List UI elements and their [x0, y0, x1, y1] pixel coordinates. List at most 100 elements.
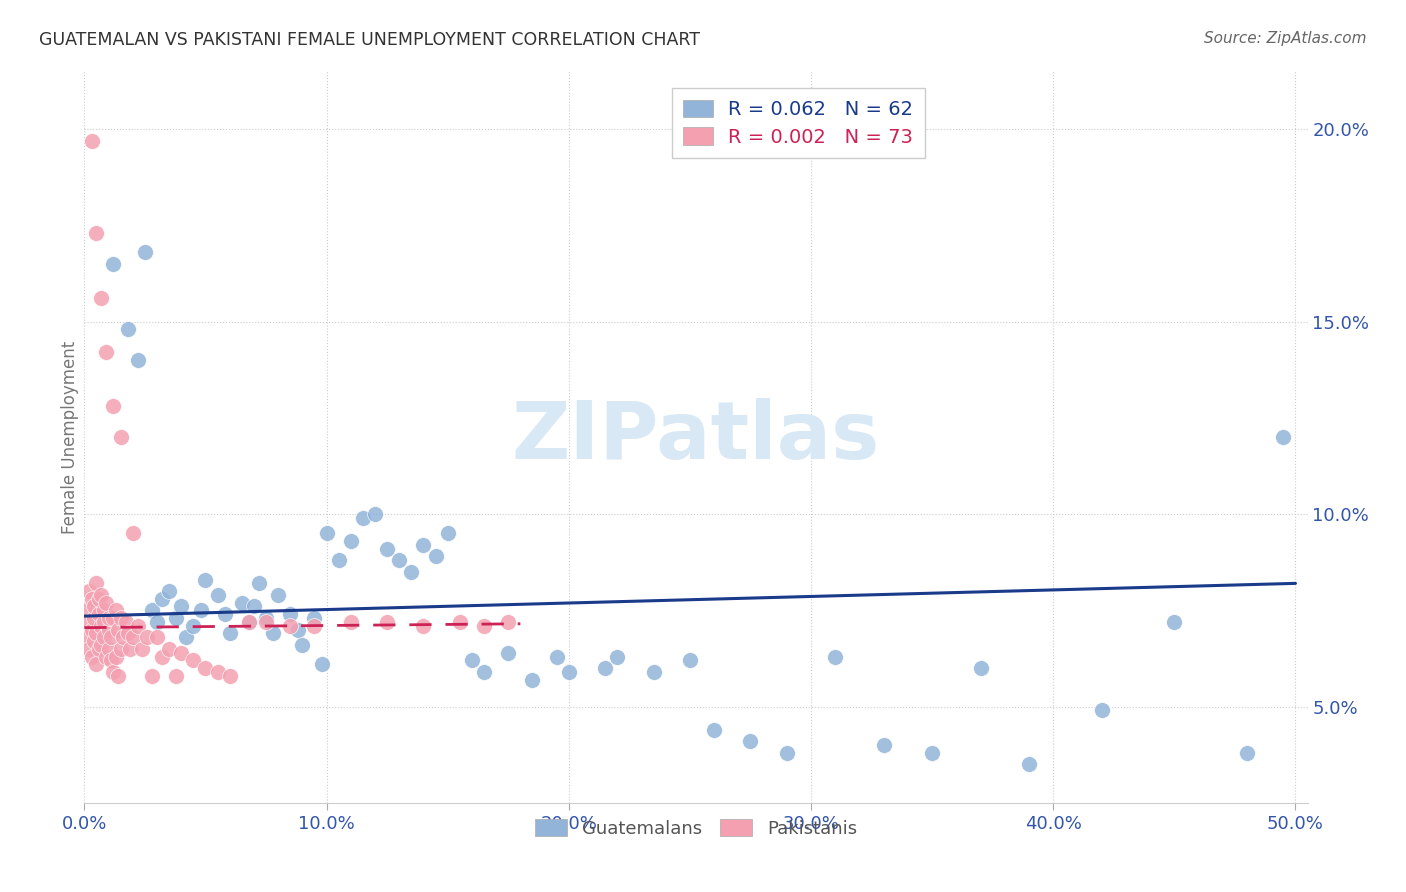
Point [873, 738, 896, 752]
Point [328, 553, 350, 567]
Point [218, 669, 240, 683]
Point [740, 734, 762, 748]
Point [117, 322, 139, 336]
Point [90, 638, 112, 652]
Point [165, 669, 187, 683]
Point [107, 669, 129, 683]
Point [412, 618, 434, 632]
Point [1236, 746, 1258, 760]
Point [86, 226, 108, 240]
Point [127, 618, 149, 632]
Point [97, 641, 120, 656]
Point [496, 615, 519, 629]
Point [304, 618, 326, 632]
Point [214, 607, 236, 622]
Point [679, 653, 702, 667]
Text: GUATEMALAN VS PAKISTANI FEMALE UNEMPLOYMENT CORRELATION CHART: GUATEMALAN VS PAKISTANI FEMALE UNEMPLOYM… [39, 31, 700, 49]
Point [703, 723, 725, 737]
Point [96, 649, 118, 664]
Point [114, 615, 136, 629]
Point [110, 430, 132, 444]
Point [96, 345, 118, 359]
Point [238, 615, 260, 629]
Point [315, 526, 337, 541]
Point [117, 626, 139, 640]
Point [238, 615, 260, 629]
Point [254, 615, 277, 629]
Point [593, 661, 616, 675]
Point [87, 641, 110, 656]
Point [1163, 615, 1185, 629]
Point [93, 615, 115, 629]
Point [190, 603, 212, 617]
Point [136, 630, 159, 644]
Point [104, 603, 127, 617]
Point [121, 630, 143, 644]
Point [194, 661, 217, 675]
Point [100, 653, 122, 667]
Point [472, 618, 495, 632]
Point [436, 526, 458, 541]
Point [150, 591, 173, 606]
Point [90, 292, 112, 306]
Point [80, 591, 103, 606]
Point [134, 245, 156, 260]
Point [86, 576, 108, 591]
Point [110, 641, 132, 656]
Point [76, 630, 98, 644]
Point [340, 615, 363, 629]
Point [218, 626, 240, 640]
Point [340, 534, 363, 549]
Point [83, 634, 105, 648]
Point [278, 607, 301, 622]
Point [311, 657, 333, 672]
Point [77, 584, 100, 599]
Point [449, 615, 471, 629]
Point [100, 630, 122, 644]
Point [103, 665, 125, 679]
Point [93, 603, 115, 617]
Point [194, 573, 217, 587]
Point [121, 526, 143, 541]
Point [120, 641, 142, 656]
Point [165, 611, 187, 625]
Point [77, 641, 100, 656]
Point [287, 623, 309, 637]
Point [157, 641, 180, 656]
Point [921, 746, 943, 760]
Point [1091, 703, 1114, 717]
Legend: Guatemalans, Pakistanis: Guatemalans, Pakistanis [527, 813, 865, 845]
Point [174, 630, 197, 644]
Point [558, 665, 581, 679]
Point [364, 507, 387, 521]
Point [425, 549, 447, 564]
Point [776, 746, 799, 760]
Point [546, 649, 568, 664]
Point [103, 257, 125, 271]
Point [80, 134, 103, 148]
Point [412, 538, 434, 552]
Text: Source: ZipAtlas.com: Source: ZipAtlas.com [1204, 31, 1367, 46]
Point [107, 623, 129, 637]
Point [375, 541, 398, 556]
Point [1272, 430, 1295, 444]
Point [254, 611, 277, 625]
Point [80, 649, 103, 664]
Point [824, 649, 846, 664]
Point [207, 665, 229, 679]
Point [76, 603, 98, 617]
Point [606, 649, 628, 664]
Point [104, 649, 127, 664]
Point [183, 653, 205, 667]
Point [77, 615, 100, 629]
Point [86, 657, 108, 672]
Point [643, 665, 665, 679]
Point [170, 646, 193, 660]
Point [243, 599, 266, 614]
Point [278, 618, 301, 632]
Point [461, 653, 484, 667]
Point [207, 588, 229, 602]
Point [157, 584, 180, 599]
Point [472, 665, 495, 679]
Point [90, 618, 112, 632]
